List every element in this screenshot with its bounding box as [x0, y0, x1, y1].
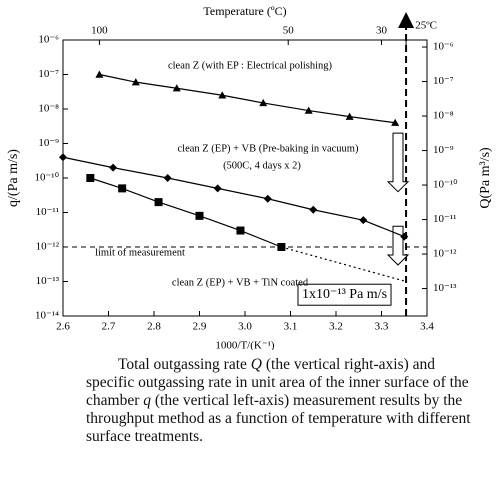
data-point: [345, 112, 354, 120]
data-point: [86, 174, 95, 182]
caption-text: (the vertical left-axis) measurement res…: [86, 392, 471, 445]
data-point: [359, 216, 368, 225]
annotation: (500C, 4 days x 2): [223, 160, 301, 171]
data-point: [118, 184, 127, 193]
x-tick-label: 3.0: [238, 321, 252, 333]
caption-text: q: [143, 392, 151, 409]
data-point: [218, 91, 227, 99]
y-tick-label: 10⁻¹²: [36, 241, 60, 253]
data-point: [400, 232, 409, 241]
data-point: [154, 198, 163, 207]
y-tick-label: 10⁻¹¹: [36, 206, 59, 218]
y-tick-label: 10⁻⁶: [38, 34, 59, 46]
x-tick-label: 3.4: [420, 321, 434, 333]
data-point: [259, 98, 268, 107]
x-tick-label: 2.8: [147, 321, 161, 333]
annotation: clean Z (EP) + VB (Pre-baking in vacuum): [178, 143, 359, 154]
y2-tick-label: 10⁻¹⁰: [433, 179, 458, 191]
x-tick-label: 2.7: [102, 321, 116, 333]
y2-tick-label: 10⁻⁹: [433, 144, 454, 156]
data-point: [95, 70, 104, 78]
data-point: [213, 184, 222, 193]
annotation: clean Z (with EP : Electrical polishing): [168, 60, 333, 71]
arrow: [386, 225, 410, 266]
top-tick-label: 25ºC: [415, 20, 437, 32]
y2-tick-label: 10⁻¹²: [433, 248, 457, 260]
x-tick-label: 2.9: [193, 321, 207, 333]
annotation: clean Z (EP) + VB + TiN coated: [172, 277, 309, 288]
y-tick-label: 10⁻¹⁴: [35, 310, 59, 322]
caption: Total outgassing rate Q (the vertical ri…: [86, 356, 478, 446]
plot-frame: [62, 39, 428, 317]
x-tick-label: 3.1: [284, 321, 298, 333]
data-point: [391, 118, 400, 126]
arrow: [386, 132, 410, 193]
chart: 2.6 2.7 2.8 2.9 3.0 3.1 3.2 3.3 3.4 10⁻¹⁴ 10⁻¹³ 10⁻…: [6, 4, 493, 350]
y-tick-label: 10⁻¹⁰: [34, 172, 59, 184]
series-line: [99, 73, 396, 124]
caption-text: Q: [250, 356, 262, 373]
data-point: [309, 205, 318, 214]
top-axis-label: Temperature (ºC): [203, 4, 286, 18]
y-axis-label: q/(Pa m/s): [6, 149, 21, 207]
x-tick-label: 3.3: [375, 321, 389, 333]
y2-tick-label: 10⁻¹¹: [433, 213, 456, 225]
data-point: [236, 226, 245, 235]
series-line: [281, 246, 407, 283]
x-tick-label: 2.6: [56, 321, 70, 333]
series-line: [62, 156, 405, 238]
y2-tick-label: 10⁻⁷: [433, 75, 454, 87]
caption-text: Total outgassing rate: [118, 356, 251, 373]
x-tick-label: 3.2: [329, 321, 343, 333]
y-tick-label: 10⁻⁷: [38, 68, 59, 80]
annotation: 1x10⁻¹³ Pa m/s: [302, 287, 387, 302]
data-point: [163, 174, 172, 182]
y2-tick-label: 10⁻¹³: [433, 282, 457, 294]
caption-text: (the vertical right-axis) and specific o…: [86, 356, 469, 409]
data-point: [195, 211, 204, 220]
y-tick-label: 10⁻⁸: [38, 103, 59, 115]
top-tick-label: 30: [376, 25, 388, 37]
y2-tick-label: 10⁻⁶: [433, 41, 454, 53]
y-tick-label: 10⁻¹³: [36, 275, 60, 287]
data-point: [131, 78, 140, 86]
top-tick-label: 50: [283, 25, 295, 37]
x-axis-label: 1000/T/(K⁻¹): [215, 340, 275, 350]
data-point: [59, 153, 67, 162]
y-tick-label: 10⁻⁹: [38, 137, 59, 149]
top-tick-label: 100: [91, 25, 108, 37]
data-point: [172, 84, 181, 92]
y2-tick-label: 10⁻⁸: [433, 110, 454, 122]
annotation: limit of measurement: [95, 247, 185, 258]
y2-axis-label: Q(Pa m³/s): [478, 147, 493, 209]
data-point: [109, 163, 118, 172]
series-line: [90, 177, 282, 248]
data-point: [304, 106, 313, 114]
data-point: [263, 194, 272, 203]
annotation-box: [297, 283, 392, 306]
